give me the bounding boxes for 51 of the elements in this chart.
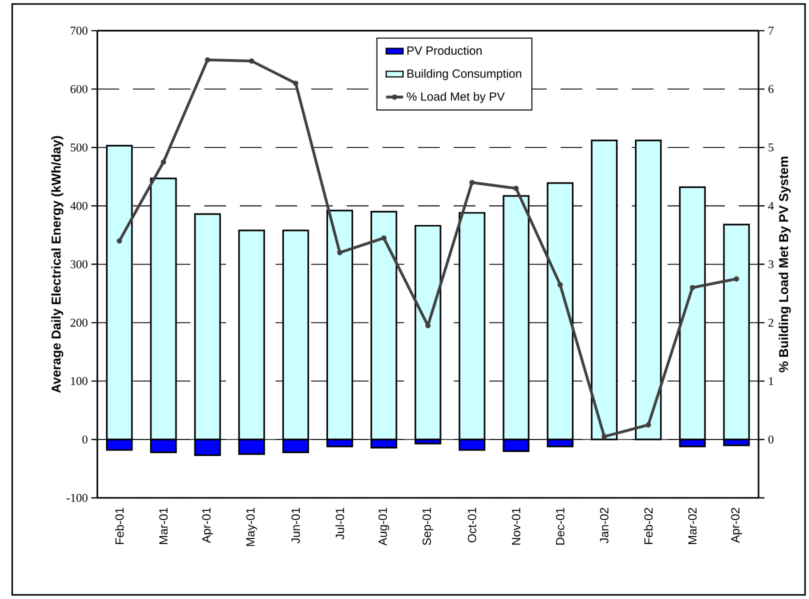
point <box>646 422 651 428</box>
x-tick-label: Aug-01 <box>378 508 390 546</box>
y-tick-label: 700 <box>70 26 88 35</box>
point <box>513 186 519 192</box>
x-tick-label: Feb-02 <box>644 508 653 544</box>
y2-tick-label: 2 <box>768 318 774 327</box>
y2-tick-label: 1 <box>769 377 774 386</box>
x-tick-label: Nov-01 <box>512 508 520 545</box>
y-tick-label: 600 <box>70 85 88 94</box>
x-tick-label: Apr-02 <box>731 508 742 544</box>
y-axis-title: Average Daily Electrical Energy (kWh/day) <box>51 136 64 393</box>
x-tick-label: Mar-02 <box>688 508 697 544</box>
point <box>160 159 166 165</box>
y-tick-label: 200 <box>70 318 88 327</box>
y-tick-label: 500 <box>70 144 88 152</box>
point <box>602 434 607 440</box>
y2-tick-label: 0 <box>768 436 774 444</box>
y-tick-label: 100 <box>71 377 88 386</box>
point <box>248 58 254 64</box>
y-tick-label: -100 <box>66 494 88 502</box>
point <box>337 250 342 256</box>
point <box>734 276 740 282</box>
y2-tick-label: 6 <box>768 85 774 94</box>
x-tick-label: Sep-01 <box>422 508 434 546</box>
legend-label: Building Consumption <box>407 69 522 80</box>
x-tick-label: Oct-01 <box>468 508 476 542</box>
x-tick-label: May-01 <box>246 508 257 546</box>
legend-label: PV Production <box>407 46 482 55</box>
y2-axis-title: % Building Load Met By PV System <box>778 156 791 372</box>
x-tick-label: Jul-01 <box>335 508 344 540</box>
y-tick-label: 400 <box>70 202 88 210</box>
point <box>469 180 475 186</box>
x-tick-label: Apr-01 <box>202 508 213 544</box>
point <box>293 80 298 86</box>
x-tick-label: Jun-01 <box>291 508 300 544</box>
point <box>690 285 696 290</box>
x-tick-label: Dec-01 <box>556 508 564 545</box>
y-tick-label: 0 <box>82 436 88 444</box>
x-tick-label: Jan-02 <box>600 508 608 544</box>
y2-tick-label: 4 <box>768 202 774 210</box>
legend-label: % Load Met by PV <box>406 92 505 104</box>
point <box>204 57 210 63</box>
point <box>558 282 563 288</box>
point <box>116 238 122 244</box>
y2-tick-label: 5 <box>768 144 774 152</box>
y2-tick-label: 7 <box>768 26 774 35</box>
y-tick-label: 300 <box>70 260 88 268</box>
x-tick-label: Feb-01 <box>115 508 124 544</box>
x-tick-label: Mar-01 <box>159 508 168 544</box>
point <box>381 235 387 241</box>
y2-tick-label: 3 <box>768 260 774 268</box>
